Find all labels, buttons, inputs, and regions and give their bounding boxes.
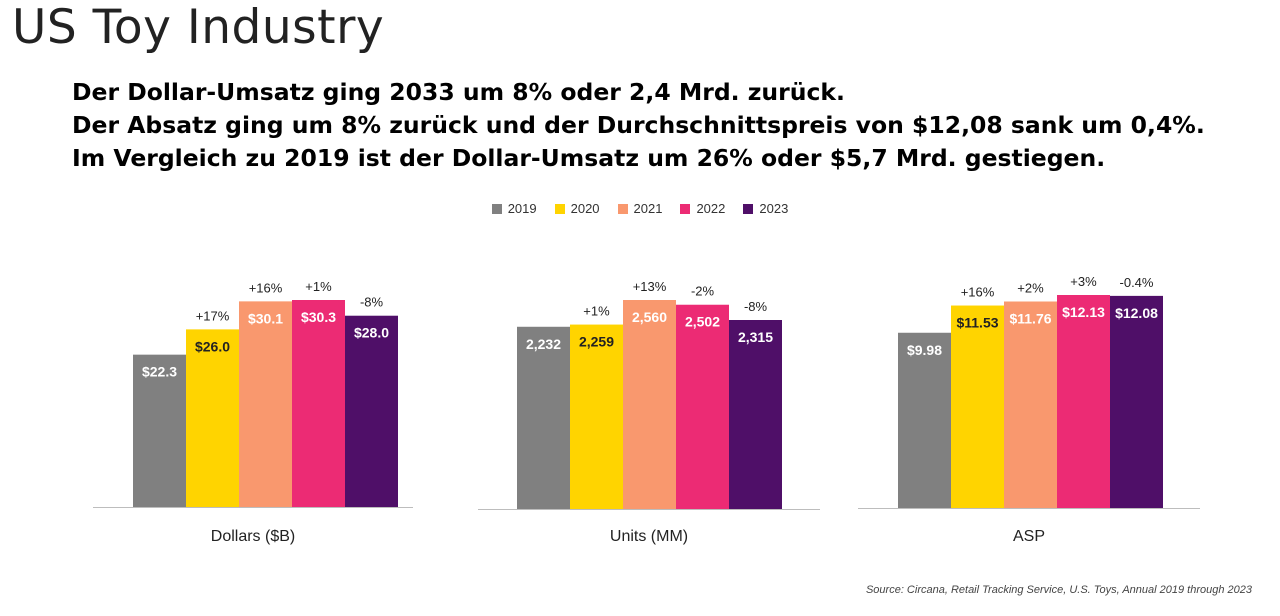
bar-2021 (1004, 301, 1057, 508)
change-label: +1% (583, 304, 610, 319)
bar-2020 (951, 305, 1004, 508)
legend-label: 2020 (570, 201, 600, 216)
legend-swatch (491, 203, 502, 214)
bar-2020 (186, 329, 239, 507)
legend-swatch (617, 203, 628, 214)
change-label: +16% (961, 285, 995, 300)
change-label: -2% (691, 284, 715, 299)
bar-value-label: $30.1 (248, 310, 283, 326)
legend-item-2021: 2021 (617, 201, 663, 216)
legend-swatch (554, 203, 565, 214)
bar-value-label: 2,502 (685, 314, 720, 330)
bar-2021 (623, 300, 676, 509)
legend-item-2022: 2022 (680, 201, 725, 216)
bar-value-label: $12.08 (1115, 305, 1158, 321)
change-label: +2% (1017, 280, 1044, 295)
bar-2023 (1110, 295, 1163, 508)
bar-value-label: $28.0 (354, 325, 389, 341)
bar-value-label: $9.98 (907, 342, 942, 358)
legend-swatch (743, 203, 754, 214)
change-label: +3% (1070, 274, 1097, 289)
bar-value-label: 2,232 (526, 336, 561, 352)
legend-item-2023: 2023 (743, 201, 788, 216)
legend-swatch (680, 203, 691, 214)
bar-value-label: $26.0 (195, 338, 230, 354)
legend-item-2020: 2020 (554, 201, 600, 216)
change-label: -8% (744, 299, 768, 314)
summary-text: Der Dollar-Umsatz ging 2033 um 8% oder 2… (72, 76, 1205, 175)
x-axis-label: Dollars ($B) (211, 528, 295, 545)
legend-label: 2022 (696, 201, 726, 216)
legend-label: 2019 (507, 201, 537, 216)
bar-value-label: 2,259 (579, 334, 614, 350)
bar-value-label: 2,560 (632, 309, 667, 325)
bar-value-label: $11.53 (956, 315, 998, 331)
bar-value-label: 2,315 (738, 329, 773, 345)
summary-line: Im Vergleich zu 2019 ist der Dollar-Umsa… (72, 144, 1106, 172)
x-axis-label: ASP (1013, 528, 1045, 545)
change-label: +16% (249, 280, 283, 295)
bar-value-label: $11.76 (1009, 310, 1051, 326)
legend-item-2019: 2019 (491, 201, 537, 216)
bar-2019 (517, 326, 570, 509)
bar-value-label: $22.3 (142, 364, 177, 380)
summary-line: Der Absatz ging um 8% zurück und der Dur… (72, 111, 1205, 139)
change-label: +1% (305, 279, 332, 294)
page-title: US Toy Industry (12, 0, 385, 55)
bar-2019 (133, 354, 186, 507)
bar-2021 (239, 301, 292, 507)
bar-value-label: $12.13 (1062, 304, 1105, 320)
bar-2023 (345, 315, 398, 507)
legend-label: 2021 (633, 201, 663, 216)
change-label: -0.4% (1120, 275, 1154, 290)
source-note: Source: Circana, Retail Tracking Service… (865, 584, 1252, 596)
chart-legend: 2019 2020 2021 2022 2023 (0, 201, 1280, 216)
bar-2020 (570, 324, 623, 509)
bar-2022 (292, 300, 345, 507)
change-label: +13% (633, 279, 667, 294)
bar-2022 (1057, 295, 1110, 508)
bar-2023 (729, 320, 782, 509)
bar-2022 (676, 304, 729, 509)
change-label: +17% (196, 308, 230, 323)
x-axis-label: Units (MM) (610, 528, 688, 545)
bar-2019 (898, 332, 951, 508)
bar-value-label: $30.3 (301, 309, 336, 325)
legend-label: 2023 (759, 201, 789, 216)
summary-line: Der Dollar-Umsatz ging 2033 um 8% oder 2… (72, 78, 845, 106)
change-label: -8% (360, 295, 384, 310)
